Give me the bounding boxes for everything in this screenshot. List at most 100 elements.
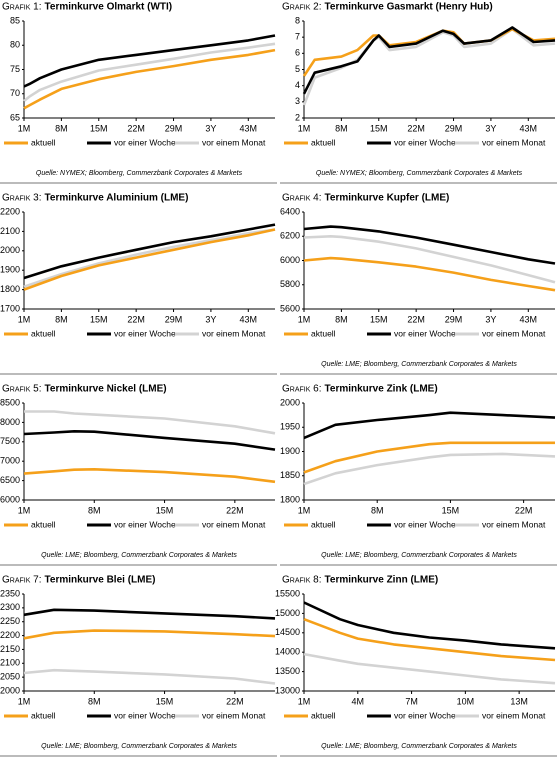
y-tick-label: 65	[10, 112, 20, 122]
x-tick-label: 4M	[352, 696, 365, 706]
x-tick-label: 8M	[88, 505, 101, 515]
legend-label: vor einer Woche	[394, 519, 456, 529]
x-tick-label: 1M	[18, 314, 31, 324]
y-tick-label: 2250	[0, 616, 20, 626]
y-tick-label: 2350	[0, 588, 20, 598]
y-tick-label: 2300	[0, 602, 20, 612]
chart-number: Grafik 2:	[282, 2, 322, 13]
series-line	[23, 228, 276, 288]
chart-number: Grafik 8:	[282, 575, 322, 586]
y-tick-label: 2100	[0, 658, 20, 668]
series-line	[23, 34, 276, 88]
series-line	[303, 452, 556, 486]
y-tick-label: 5	[295, 64, 300, 74]
x-tick-label: 1M	[18, 123, 31, 133]
source-note: Quelle: NYMEX; Bloomberg, Commerzbank Co…	[36, 170, 243, 177]
series-line	[303, 235, 556, 284]
x-tick-label: 1M	[298, 505, 311, 515]
y-tick-label: 16000	[0, 494, 20, 504]
series-line	[23, 468, 276, 484]
x-tick-label: 22M	[226, 696, 244, 706]
legend-label: vor einem Monat	[202, 328, 266, 338]
x-tick-label: 3Y	[205, 314, 216, 324]
x-tick-label: 1M	[298, 123, 311, 133]
y-tick-label: 2100	[0, 226, 20, 236]
x-tick-label: 43M	[520, 123, 538, 133]
y-tick-label: 5800	[280, 279, 300, 289]
legend-label: vor einem Monat	[202, 710, 266, 720]
y-tick-label: 2000	[0, 245, 20, 255]
legend-label: aktuell	[311, 137, 336, 147]
legend-label: vor einem Monat	[482, 328, 546, 338]
chart-title: Terminkurve Aluminium (LME)	[45, 193, 189, 204]
y-tick-label: 13500	[275, 666, 300, 676]
series-line	[303, 225, 556, 265]
x-tick-label: 15M	[442, 505, 460, 515]
legend-label: vor einer Woche	[394, 710, 456, 720]
y-tick-label: 2000	[280, 397, 300, 407]
x-tick-label: 1M	[298, 314, 311, 324]
series-line	[23, 48, 276, 110]
legend-label: aktuell	[311, 328, 336, 338]
legend-label: vor einem Monat	[202, 519, 266, 529]
y-tick-label: 1900	[0, 265, 20, 275]
x-tick-label: 3Y	[205, 123, 216, 133]
legend-label: vor einer Woche	[394, 328, 456, 338]
y-tick-label: 15500	[275, 588, 300, 598]
chart-title: Terminkurve Kupfer (LME)	[325, 193, 450, 204]
series-line	[302, 26, 556, 95]
legend-label: vor einer Woche	[394, 137, 456, 147]
source-note: Quelle: NYMEX; Bloomberg, Commerzbank Co…	[316, 170, 523, 177]
y-tick-label: 1950	[280, 422, 300, 432]
x-tick-label: 29M	[165, 123, 183, 133]
chart-title: Terminkurve Gasmarkt (Henry Hub)	[325, 2, 493, 13]
y-tick-label: 2000	[0, 685, 20, 695]
y-tick-label: 1800	[0, 284, 20, 294]
chart-number: Grafik 4:	[282, 193, 322, 204]
y-tick-label: 17500	[0, 436, 20, 446]
chart-number: Grafik 5:	[2, 384, 42, 395]
series-line	[23, 668, 276, 685]
legend-label: aktuell	[311, 519, 336, 529]
x-tick-label: 15M	[156, 505, 174, 515]
x-tick-label: 15M	[156, 696, 174, 706]
legend-label: vor einer Woche	[114, 328, 176, 338]
legend-label: vor einem Monat	[482, 519, 546, 529]
series-line	[23, 430, 276, 451]
x-tick-label: 43M	[240, 123, 258, 133]
x-tick-label: 22M	[226, 505, 244, 515]
chart-number: Grafik 6:	[282, 384, 322, 395]
x-tick-label: 8M	[55, 123, 68, 133]
y-tick-label: 1900	[280, 446, 300, 456]
series-line	[23, 608, 276, 620]
series-line	[23, 223, 276, 280]
legend-label: vor einer Woche	[114, 137, 176, 147]
x-tick-label: 8M	[335, 314, 348, 324]
x-tick-label: 15M	[370, 314, 388, 324]
x-tick-label: 1M	[18, 696, 31, 706]
y-tick-label: 75	[10, 64, 20, 74]
legend-label: aktuell	[31, 137, 56, 147]
chart-number: Grafik 7:	[2, 575, 42, 586]
chart-title: Terminkurve Nickel (LME)	[45, 384, 167, 395]
source-note: Quelle: LME; Bloomberg, Commerzbank Corp…	[321, 743, 517, 750]
y-tick-label: 16500	[0, 475, 20, 485]
legend-label: vor einer Woche	[114, 710, 176, 720]
y-tick-label: 2150	[0, 644, 20, 654]
y-tick-label: 14500	[275, 627, 300, 637]
series-line	[303, 411, 556, 440]
chart-title: Terminkurve Olmarkt (WTI)	[45, 2, 173, 13]
x-tick-label: 22M	[515, 505, 533, 515]
x-tick-label: 22M	[407, 314, 425, 324]
legend-label: aktuell	[311, 710, 336, 720]
series-line	[23, 42, 276, 103]
y-tick-label: 1850	[280, 470, 300, 480]
y-tick-label: 4	[295, 80, 300, 90]
chart-title: Terminkurve Blei (LME)	[45, 575, 156, 586]
y-tick-label: 17000	[0, 456, 20, 466]
y-tick-label: 18500	[0, 397, 20, 407]
y-tick-label: 80	[10, 40, 20, 50]
x-tick-label: 29M	[445, 123, 463, 133]
x-tick-label: 8M	[335, 123, 348, 133]
